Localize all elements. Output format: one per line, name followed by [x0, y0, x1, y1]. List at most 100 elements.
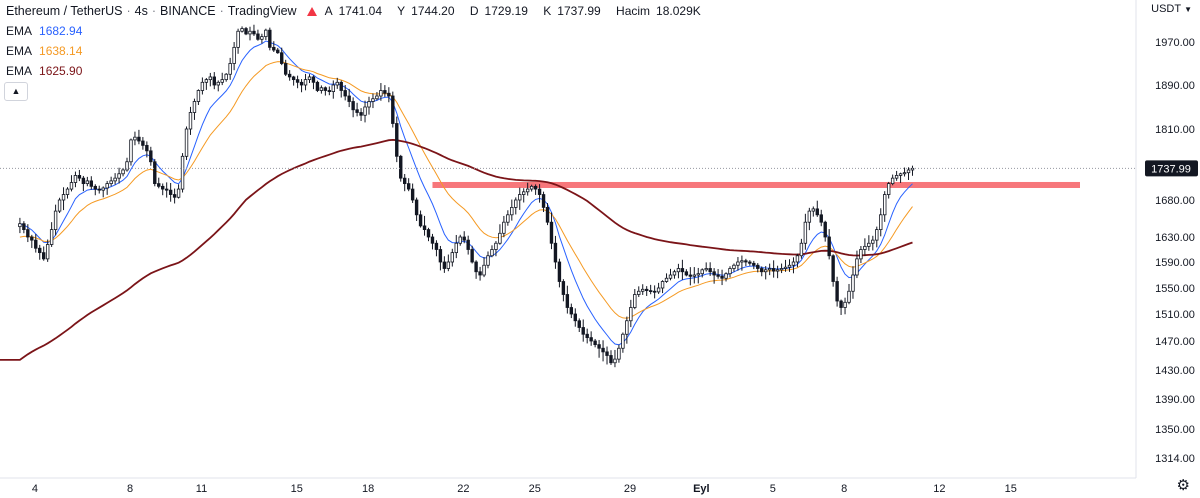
- candle: [113, 173, 117, 185]
- candle-body: [307, 76, 312, 81]
- candle-body: [835, 281, 839, 302]
- currency-label: USDT: [1151, 3, 1182, 15]
- candle: [660, 280, 665, 294]
- candle-body: [351, 101, 355, 111]
- candle: [843, 297, 847, 315]
- candle-body: [573, 313, 577, 322]
- candle: [355, 102, 359, 117]
- candle: [712, 268, 716, 284]
- candle-body: [641, 288, 645, 292]
- resistance-zone: [432, 181, 1080, 188]
- candle: [236, 28, 240, 54]
- candle-body: [414, 199, 419, 216]
- candle-body: [474, 261, 478, 273]
- candle-body: [458, 236, 462, 244]
- symbol-name[interactable]: Ethereum / TetherUS: [6, 4, 123, 18]
- candle: [129, 138, 133, 166]
- candle-body: [335, 81, 339, 86]
- chevron-up-icon: ▲: [11, 86, 21, 96]
- candle-body: [232, 46, 236, 64]
- candle: [42, 246, 46, 261]
- candle: [434, 240, 439, 257]
- candle: [617, 344, 621, 363]
- candle-body: [767, 268, 772, 271]
- candle: [803, 213, 808, 250]
- candle: [133, 131, 137, 146]
- candle: [510, 199, 514, 221]
- candle: [692, 267, 696, 284]
- candle-body: [605, 351, 609, 356]
- flag-icon[interactable]: [306, 6, 317, 16]
- candle: [494, 241, 498, 257]
- candle: [482, 257, 486, 278]
- candle: [200, 77, 205, 95]
- candle-body: [716, 274, 720, 277]
- candle-body: [736, 261, 740, 266]
- candle-body: [652, 290, 657, 293]
- candle-body: [529, 185, 534, 190]
- candle-body: [61, 194, 66, 201]
- candle-body: [220, 79, 224, 83]
- candle: [883, 191, 887, 222]
- candle: [391, 91, 395, 128]
- interval-label[interactable]: 4s: [134, 4, 148, 18]
- time-tick-label: 29: [624, 483, 636, 495]
- resistance-zone-layer: [432, 181, 1080, 188]
- candle: [633, 288, 637, 310]
- candle-body: [668, 274, 673, 279]
- candle: [125, 157, 129, 172]
- candle: [863, 238, 867, 256]
- candle: [387, 87, 391, 103]
- candle-body: [553, 242, 558, 263]
- candle-body: [422, 225, 427, 230]
- candle-body: [240, 28, 244, 32]
- candle-body: [708, 268, 712, 273]
- ema-value: 1625.90: [39, 64, 83, 78]
- candle: [264, 28, 268, 40]
- candle-body: [756, 264, 760, 269]
- ema-legend-3[interactable]: EMA 1625.90: [6, 64, 82, 78]
- candle: [105, 180, 109, 195]
- candle: [724, 272, 728, 282]
- candle-body: [109, 180, 113, 185]
- candle: [760, 266, 764, 277]
- candle: [811, 206, 816, 217]
- candle-body: [712, 271, 716, 276]
- candle-body: [863, 245, 867, 250]
- candle-body: [208, 76, 213, 81]
- currency-selector[interactable]: USDT ▼: [1151, 3, 1192, 15]
- ema-mid-line: [19, 61, 913, 319]
- candle-body: [783, 266, 788, 269]
- ema-legend-2[interactable]: EMA 1638.14: [6, 44, 82, 58]
- candle: [589, 331, 593, 346]
- candle: [696, 267, 700, 284]
- candle: [879, 208, 883, 237]
- time-axis[interactable]: 4 8 11 15 18 22 25 29 Eyl 5 8 12 15: [32, 483, 1017, 495]
- candle-body: [688, 274, 693, 277]
- candle-body: [38, 247, 42, 254]
- candle: [339, 80, 343, 98]
- low-value: D 1729.19: [469, 4, 528, 18]
- candle-body: [732, 264, 736, 269]
- candle-body: [752, 262, 756, 266]
- candle: [847, 283, 851, 305]
- ema-lines: [0, 40, 913, 361]
- price-axis[interactable]: 1970.00 1890.00 1810.00 1680.00 1630.00 1590.…: [1155, 37, 1195, 465]
- candle-body: [902, 172, 907, 175]
- candle-body: [236, 30, 240, 48]
- ema-legend-1[interactable]: EMA 1682.94: [6, 24, 82, 38]
- collapse-legend-button[interactable]: ▲: [4, 82, 28, 101]
- candle-body: [740, 260, 744, 263]
- candle-body: [192, 101, 197, 113]
- candle: [470, 245, 474, 264]
- candle: [248, 26, 252, 41]
- candle-body: [164, 188, 169, 191]
- candle-body: [121, 169, 125, 175]
- gear-icon[interactable]: ⚙: [1176, 477, 1190, 494]
- ohlc-values: A 1741.04 Y 1744.20 D 1729.19 K 1737.99 Haci…: [325, 4, 713, 18]
- candle: [224, 73, 228, 82]
- candle: [367, 96, 371, 115]
- candle-body: [760, 268, 764, 273]
- candle-body: [847, 290, 851, 303]
